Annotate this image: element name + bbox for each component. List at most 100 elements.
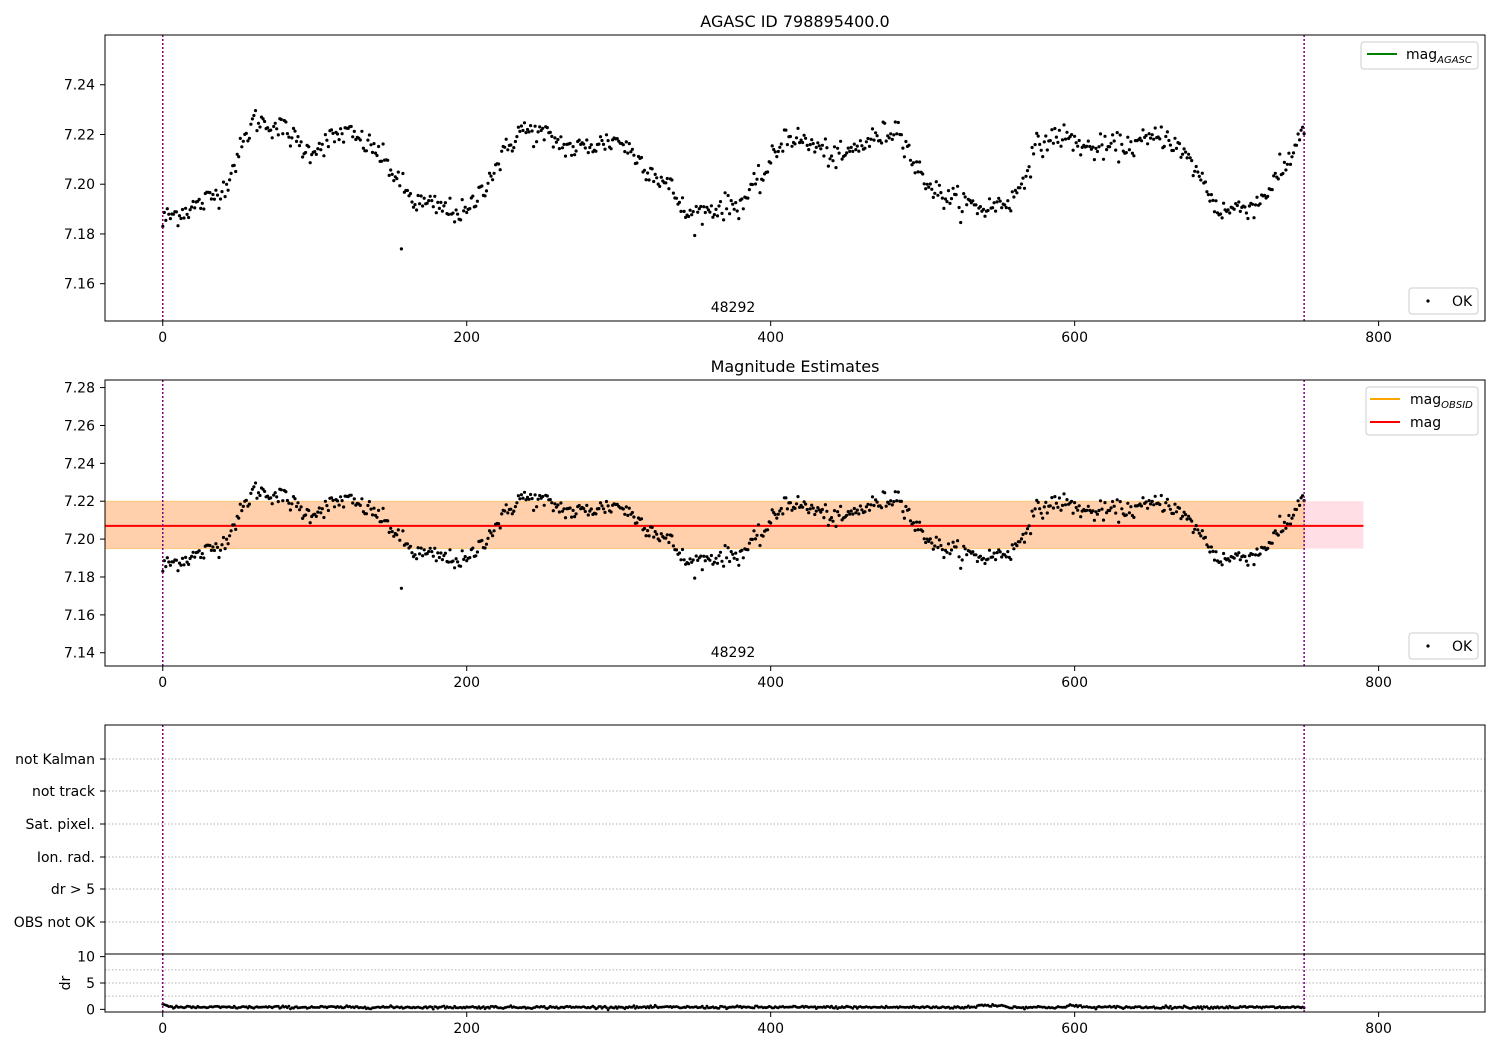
mag-point: [411, 205, 416, 209]
mag-point: [670, 178, 674, 182]
mag-point: [846, 510, 850, 514]
mag-point: [860, 508, 864, 512]
mag-point: [652, 535, 656, 539]
mag-point: [1206, 193, 1210, 197]
mag-point: [1021, 176, 1025, 180]
mag-point: [667, 187, 671, 191]
mag-point: [500, 149, 504, 153]
mag-point: [703, 210, 707, 215]
panel-2-frame: [104, 379, 1486, 667]
mag-point: [731, 202, 735, 206]
mag-point: [659, 175, 663, 179]
mag-point: [687, 214, 691, 219]
mag-point: [904, 504, 908, 509]
mag-point: [1266, 194, 1270, 198]
mag-point: [700, 222, 704, 226]
mag-point: [708, 558, 712, 562]
mag-point: [299, 505, 303, 509]
mag-point: [1181, 514, 1185, 518]
mag-point: [1115, 131, 1119, 135]
mag-point: [440, 209, 444, 213]
mag-point: [857, 512, 861, 516]
mag-point: [439, 551, 443, 555]
mag-point: [193, 555, 197, 559]
mag-point: [804, 502, 808, 506]
mag-point: [293, 129, 297, 133]
mag-point: [416, 546, 420, 550]
mag-point: [880, 506, 884, 510]
mag-point: [811, 506, 815, 510]
mag-point: [793, 142, 797, 146]
mag-point: [826, 523, 831, 527]
mag-point: [626, 151, 630, 155]
x-tick-label: 200: [453, 675, 480, 691]
mag-point: [934, 180, 938, 184]
mag-point: [241, 139, 245, 143]
mag-point: [1065, 130, 1069, 134]
mag-point: [228, 534, 232, 538]
mag-point: [386, 519, 390, 523]
mag-point: [326, 145, 330, 149]
mag-point: [364, 149, 368, 153]
mag-point: [732, 207, 736, 211]
mag-point: [880, 141, 884, 145]
mag-point: [512, 146, 516, 150]
mag-point: [933, 191, 937, 195]
mag-point: [994, 558, 998, 562]
mag-point: [1053, 126, 1057, 131]
mag-point: [949, 197, 954, 201]
mag-point: [516, 125, 521, 129]
mag-point: [864, 505, 869, 509]
mag-point: [304, 513, 308, 517]
mag-point: [1114, 148, 1118, 152]
mag-point: [758, 191, 762, 195]
mag-point: [936, 193, 940, 197]
mag-point: [867, 508, 872, 512]
mag-point: [939, 543, 943, 548]
mag-point: [451, 559, 455, 563]
mag-point: [319, 148, 323, 152]
mag-point: [709, 204, 714, 208]
mag-point: [653, 172, 657, 176]
mag-point: [978, 205, 983, 209]
flag-label: dr > 5: [51, 882, 95, 898]
mag-point: [272, 493, 276, 497]
mag-point: [720, 211, 724, 215]
mag-point: [729, 550, 733, 554]
mag-point: [454, 557, 458, 561]
mag-point: [1282, 520, 1286, 525]
mag-point: [810, 138, 814, 142]
mag-point: [1273, 171, 1277, 175]
mag-point: [182, 563, 186, 567]
mag-point: [772, 147, 776, 152]
mag-point: [538, 125, 542, 129]
mag-point: [285, 498, 289, 503]
mag-point: [284, 120, 288, 124]
mag-point: [642, 168, 647, 172]
mag-point: [1291, 151, 1296, 155]
mag-point: [586, 151, 590, 155]
mag-point: [287, 135, 291, 139]
mag-point: [370, 513, 375, 517]
mag-point: [1024, 174, 1028, 178]
mag-point: [1184, 513, 1188, 517]
mag-point: [506, 148, 510, 152]
mag-point: [453, 566, 457, 570]
mag-point: [1278, 514, 1282, 518]
dr-point: [431, 1007, 435, 1011]
mag-point: [557, 147, 562, 151]
mag-point: [237, 516, 241, 520]
mag-point: [524, 131, 528, 135]
mag-point: [866, 136, 870, 141]
mag-point: [927, 185, 931, 189]
mag-point: [1101, 518, 1106, 522]
mag-point: [1165, 130, 1169, 134]
mag-point: [211, 192, 215, 197]
mag-point: [1191, 530, 1195, 535]
mag-point: [1167, 504, 1171, 508]
mag-point: [536, 497, 540, 501]
mag-point: [1010, 190, 1014, 194]
mag-point: [623, 512, 627, 516]
dr-point: [451, 1006, 455, 1010]
x-tick-label: 200: [453, 330, 480, 346]
